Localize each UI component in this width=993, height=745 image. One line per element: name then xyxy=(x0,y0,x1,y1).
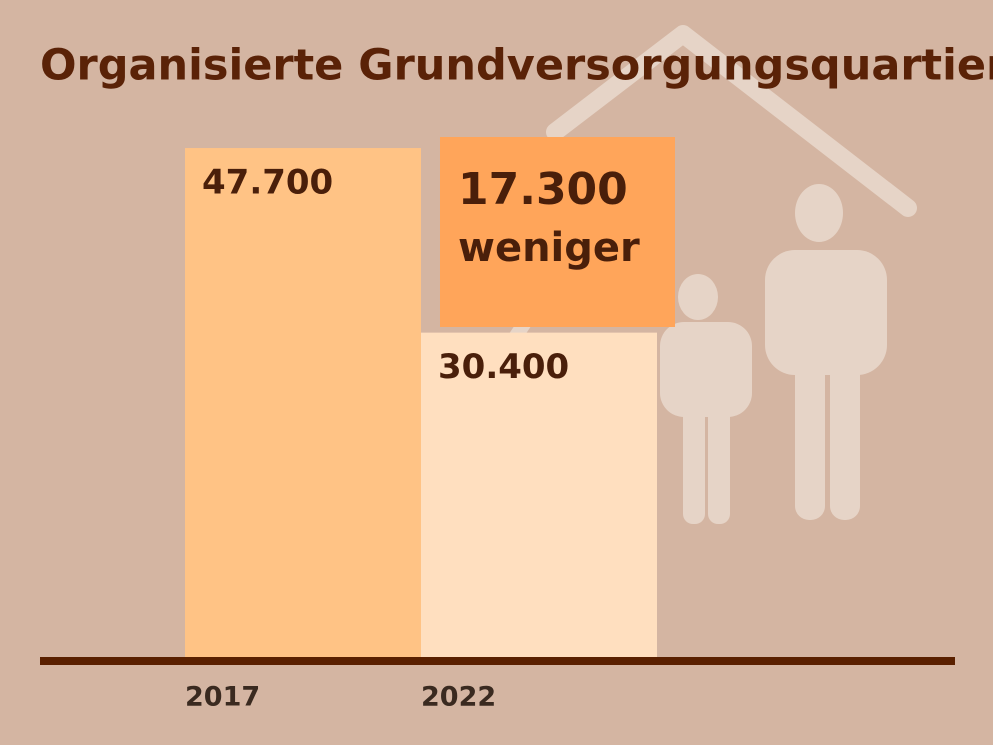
x-tick-label: 2017 xyxy=(185,682,260,713)
adult-head xyxy=(795,184,843,242)
x-tick-label: 2022 xyxy=(421,682,496,713)
child-leg xyxy=(708,400,730,524)
adult-body xyxy=(765,250,887,375)
decoration xyxy=(504,25,917,524)
bar xyxy=(185,148,421,657)
roof xyxy=(546,25,917,217)
value-label: 47.700 xyxy=(202,163,333,203)
bar xyxy=(421,332,657,657)
value-label: 30.400 xyxy=(438,347,569,387)
adult-leg xyxy=(830,350,860,520)
annotation-box xyxy=(440,137,675,327)
child-leg xyxy=(683,400,705,524)
chart-title: Organisierte Grundversorgungsquartiere xyxy=(40,41,993,91)
child-body xyxy=(660,322,752,417)
annotation-text: 17.300 xyxy=(458,164,628,215)
child-head xyxy=(678,274,718,320)
adult-leg xyxy=(795,350,825,520)
annotation-text: weniger xyxy=(458,225,640,271)
plot: 47.700 2017 30.400 2022 xyxy=(185,148,657,713)
